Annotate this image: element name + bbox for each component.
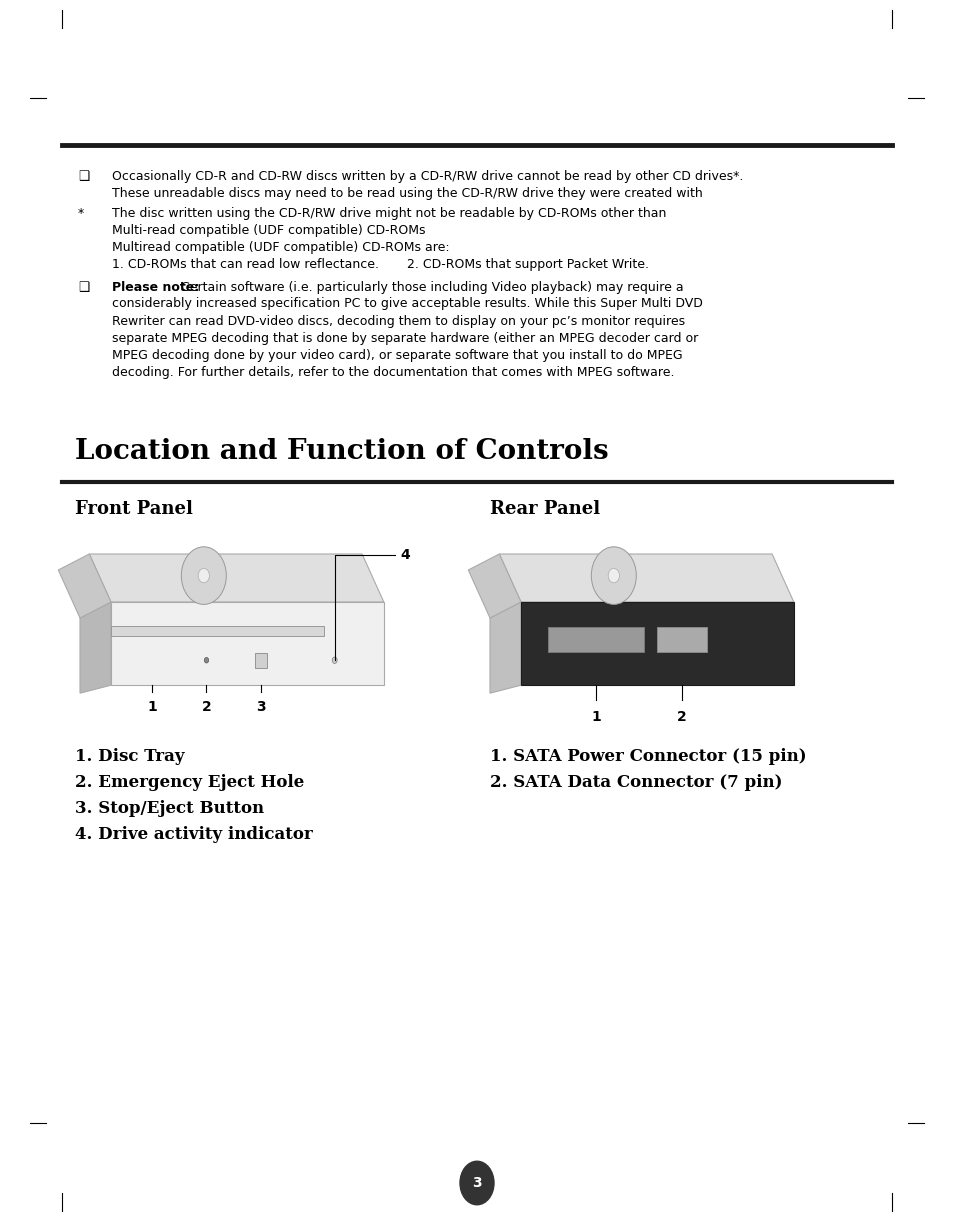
Text: Multi-read compatible (UDF compatible) CD-ROMs: Multi-read compatible (UDF compatible) C… [112,225,425,237]
Polygon shape [548,626,643,652]
Text: 1: 1 [591,709,600,724]
Text: These unreadable discs may need to be read using the CD-R/RW drive they were cre: These unreadable discs may need to be re… [112,187,702,200]
Text: The disc written using the CD-R/RW drive might not be readable by CD-ROMs other : The disc written using the CD-R/RW drive… [112,208,666,221]
Text: considerably increased specification PC to give acceptable results. While this S: considerably increased specification PC … [112,298,702,310]
Circle shape [332,657,336,663]
Polygon shape [111,602,383,685]
Text: 4. Drive activity indicator: 4. Drive activity indicator [75,825,313,842]
Text: Front Panel: Front Panel [75,501,193,518]
Polygon shape [498,554,793,602]
Text: 3. Stop/Eject Button: 3. Stop/Eject Button [75,800,264,817]
Text: Occasionally CD-R and CD-RW discs written by a CD-R/RW drive cannot be read by o: Occasionally CD-R and CD-RW discs writte… [112,170,742,183]
Text: 3: 3 [472,1176,481,1190]
Circle shape [198,569,210,582]
Text: 1. SATA Power Connector (15 pin): 1. SATA Power Connector (15 pin) [490,748,806,766]
Polygon shape [58,554,111,618]
Polygon shape [111,626,323,636]
Text: *: * [78,208,84,221]
Text: 1. Disc Tray: 1. Disc Tray [75,748,184,766]
Polygon shape [254,653,267,668]
Text: Please note:: Please note: [112,281,199,293]
Text: Rewriter can read DVD-video discs, decoding them to display on your pc’s monitor: Rewriter can read DVD-video discs, decod… [112,315,684,327]
Text: Multiread compatible (UDF compatible) CD-ROMs are:: Multiread compatible (UDF compatible) CD… [112,242,449,254]
Text: Rear Panel: Rear Panel [490,501,599,518]
Text: 2. Emergency Eject Hole: 2. Emergency Eject Hole [75,774,304,791]
Circle shape [591,547,636,604]
Circle shape [608,569,618,582]
Text: 3: 3 [256,700,266,714]
Text: separate MPEG decoding that is done by separate hardware (either an MPEG decoder: separate MPEG decoding that is done by s… [112,331,698,344]
Text: Certain software (i.e. particularly those including Video playback) may require : Certain software (i.e. particularly thos… [177,281,683,293]
Polygon shape [520,602,793,685]
Text: Location and Function of Controls: Location and Function of Controls [75,438,608,465]
Text: 1. CD-ROMs that can read low reflectance.       2. CD-ROMs that support Packet W: 1. CD-ROMs that can read low reflectance… [112,259,648,271]
Polygon shape [657,626,706,652]
Text: decoding. For further details, refer to the documentation that comes with MPEG s: decoding. For further details, refer to … [112,365,674,379]
Circle shape [181,547,226,604]
Text: ❑: ❑ [78,281,90,293]
Text: MPEG decoding done by your video card), or separate software that you install to: MPEG decoding done by your video card), … [112,348,682,361]
Polygon shape [490,602,520,694]
Polygon shape [468,554,520,618]
Text: 2: 2 [677,709,686,724]
Polygon shape [90,554,383,602]
Text: 2: 2 [201,700,212,714]
Text: 2. SATA Data Connector (7 pin): 2. SATA Data Connector (7 pin) [490,774,781,791]
Text: 4: 4 [399,548,410,562]
Polygon shape [80,602,111,694]
Text: ❑: ❑ [78,170,90,183]
Text: 1: 1 [147,700,156,714]
Circle shape [459,1161,494,1205]
Circle shape [204,657,209,663]
